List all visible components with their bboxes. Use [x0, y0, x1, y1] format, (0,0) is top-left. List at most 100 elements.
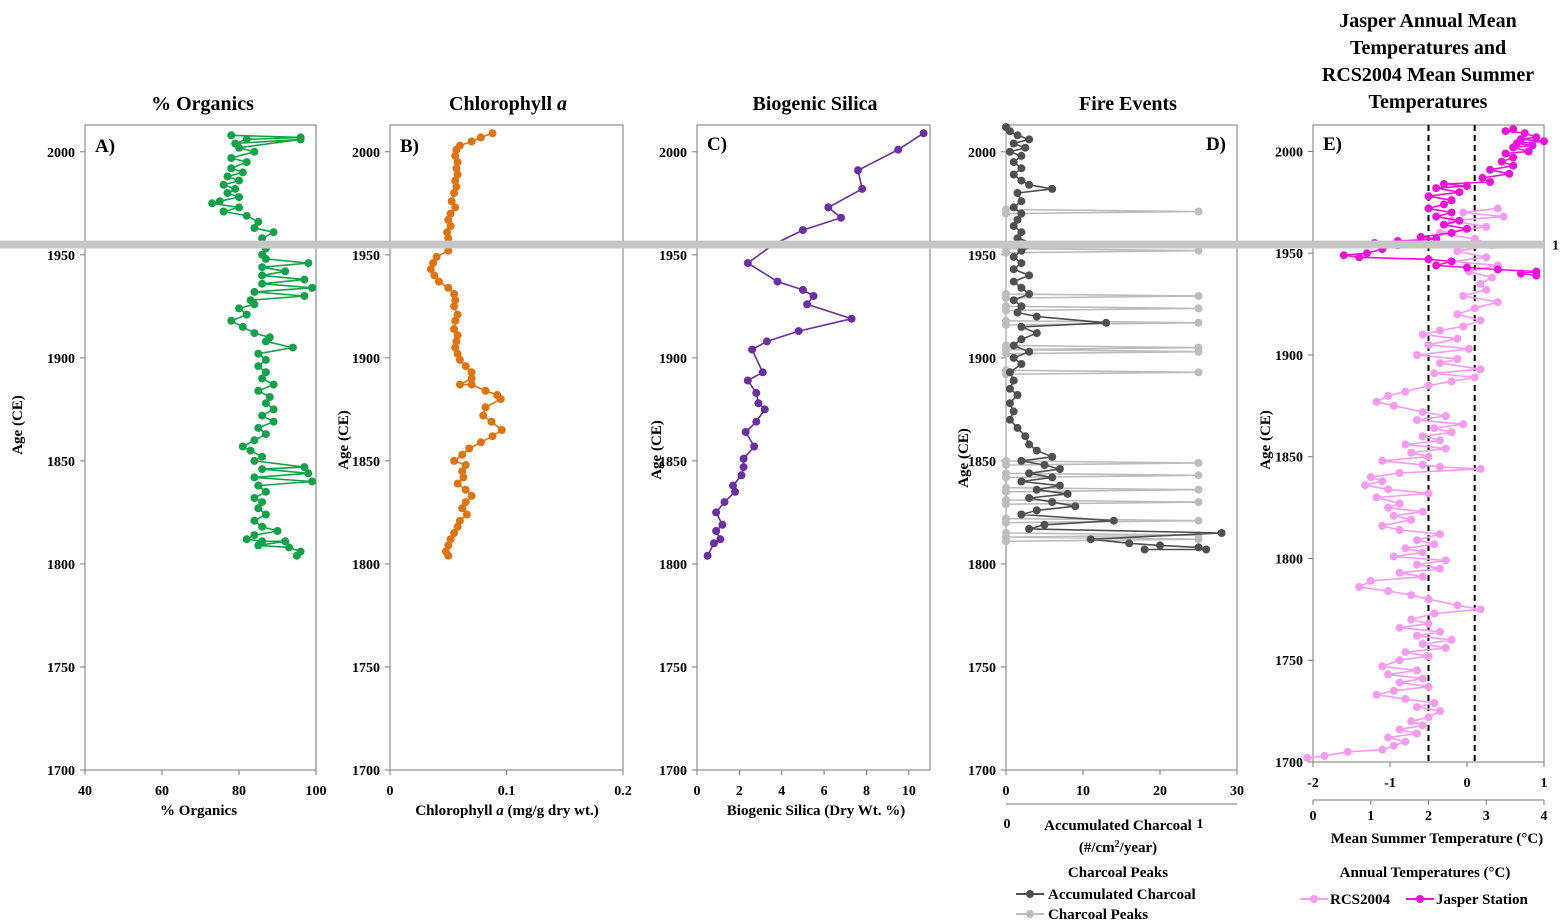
organics-point — [254, 217, 263, 226]
rcs2004-point — [1413, 703, 1421, 712]
panel-fire: 1700 1750 1800 1850 1900 1950 2000 0 10 20 30 0 1 Fir… — [956, 93, 1244, 923]
chlorophyll-point — [488, 432, 497, 441]
rcs2004-point — [1436, 359, 1444, 368]
accumulated-charcoal-point — [1025, 271, 1034, 280]
accumulated-charcoal-point — [1040, 461, 1049, 469]
organics-point — [269, 405, 278, 414]
chlorophyll-point — [450, 302, 459, 311]
silica-point — [716, 535, 725, 544]
organics-point — [242, 158, 251, 167]
rcs2004-point — [1436, 627, 1444, 636]
organics-point — [304, 259, 313, 268]
rcs2004-point — [1401, 544, 1410, 553]
temperature-xtick-label: -1 — [1384, 776, 1396, 791]
panel-silica: 1700 1750 1800 1850 1900 1950 2000 0 2 4 6 8 10 Bioge… — [649, 93, 931, 819]
chlorophyll-point — [447, 197, 456, 206]
chlorophyll-point — [467, 368, 476, 377]
organics-point — [223, 172, 232, 181]
rcs2004-point — [1384, 391, 1393, 400]
chlorophyll-point — [461, 485, 470, 494]
jasper-station-point — [1447, 196, 1456, 205]
chlorophyll-point — [450, 325, 459, 333]
silica-point — [809, 292, 818, 300]
jasper-station-point — [1439, 220, 1448, 229]
rcs2004-point — [1482, 253, 1491, 262]
rcs2004-point — [1413, 729, 1421, 738]
temperature-xtick-label: -2 — [1307, 776, 1319, 791]
jasper-station-point — [1432, 212, 1441, 221]
organics-ytick-label: 1800 — [47, 558, 75, 573]
accumulated-charcoal-point — [1202, 545, 1211, 554]
jasper-station-point — [1339, 251, 1348, 260]
chlorophyll-point — [487, 417, 496, 426]
silica-xtick-label: 4 — [778, 784, 785, 799]
chlorophyll-point — [459, 473, 468, 482]
organics-point — [227, 316, 236, 325]
silica-title: Biogenic Silica — [753, 93, 878, 115]
accumulated-charcoal-point — [1005, 384, 1014, 393]
chlorophyll-point — [453, 158, 462, 167]
temperature-title-line: Temperatures and — [1350, 37, 1506, 59]
organics-ytick-label: 1700 — [47, 764, 75, 779]
organics-point — [254, 349, 263, 358]
silica-xtick-label: 6 — [821, 784, 828, 799]
chlorophyll-ytick-label: 1950 — [352, 249, 380, 264]
silica-plot-frame — [696, 124, 931, 771]
silica-point — [743, 259, 752, 268]
jasper-station-point — [1516, 269, 1525, 278]
accumulated-charcoal-point — [1032, 329, 1041, 338]
chlorophyll-point — [476, 438, 485, 447]
organics-point — [227, 154, 236, 162]
accumulated-charcoal-point — [1032, 506, 1041, 515]
temperature-title-line: Temperatures — [1369, 91, 1488, 113]
chlorophyll-point — [467, 137, 476, 146]
jasper-station-point — [1497, 157, 1506, 166]
rcs2004-point — [1418, 432, 1427, 441]
fire-ytick-label: 1700 — [968, 764, 996, 779]
jasper-station-point — [1493, 265, 1502, 274]
organics-point — [281, 267, 290, 276]
chlorophyll-xlabel-main: Chlorophyll — [415, 803, 496, 819]
rcs2004-point — [1430, 699, 1439, 707]
organics-point — [258, 279, 267, 288]
accumulated-charcoal-point — [1009, 296, 1018, 305]
chlorophyll-panel-letter: B) — [400, 136, 419, 157]
rcs2004-point — [1384, 587, 1393, 595]
silica-point — [803, 300, 812, 309]
rcs2004-point — [1453, 355, 1462, 363]
rcs2004-point — [1395, 526, 1404, 534]
jasper-station-point — [1463, 182, 1471, 191]
rcs2004-point — [1476, 605, 1485, 614]
fire-xtick-label: 10 — [1076, 784, 1090, 799]
charcoal-peaks-point — [1002, 518, 1010, 527]
chlorophyll-xtick-label: 0 — [387, 784, 394, 799]
rcs2004-point — [1395, 656, 1404, 665]
organics-point — [254, 386, 263, 395]
rcs2004-point — [1372, 690, 1381, 699]
chlorophyll-point — [451, 343, 460, 352]
organics-x-axis-title: % Organics — [160, 803, 237, 819]
jasper-station-point — [1447, 257, 1456, 266]
charcoal-peaks-point — [1002, 500, 1010, 509]
rcs2004-point — [1470, 373, 1479, 382]
rcs2004-point — [1366, 473, 1375, 482]
organics-point — [258, 263, 267, 272]
temperature-secondary-tick-label: 2 — [1425, 809, 1432, 824]
rcs2004-point — [1447, 377, 1456, 386]
temperature-title-line: Jasper Annual Mean — [1339, 10, 1516, 32]
organics-point — [250, 287, 259, 296]
organics-point — [254, 541, 263, 550]
charcoal-peaks-point — [1002, 461, 1010, 469]
silica-point — [847, 314, 856, 323]
rcs2004-point — [1424, 381, 1433, 390]
charcoal-peaks-point — [1194, 535, 1203, 544]
rcs2004-point — [1389, 552, 1398, 561]
jasper-station-point — [1455, 216, 1464, 225]
silica-ytick-label: 1850 — [659, 455, 687, 470]
chlorophyll-point — [467, 374, 476, 383]
rcs2004-point — [1418, 640, 1427, 648]
chlorophyll-title: Chlorophyll a — [449, 93, 567, 115]
organics-point — [231, 184, 240, 193]
fire-ytick-label: 1900 — [968, 352, 996, 367]
